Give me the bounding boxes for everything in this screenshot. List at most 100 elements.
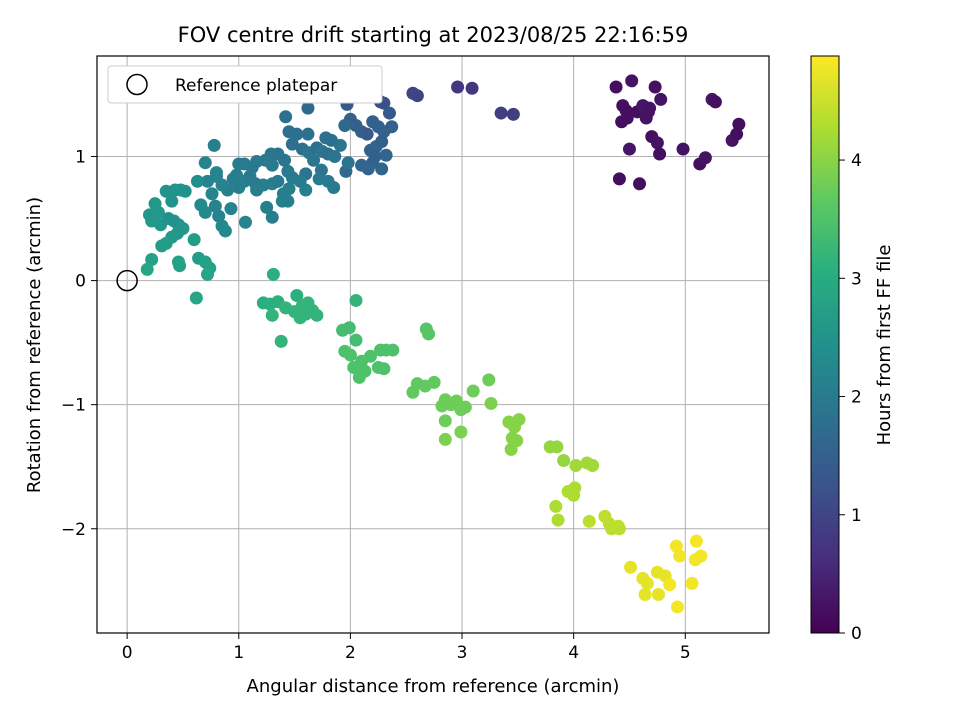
data-point xyxy=(550,440,564,454)
data-point xyxy=(379,148,393,162)
legend: Reference platepar xyxy=(107,65,383,104)
data-point xyxy=(648,80,662,94)
data-point xyxy=(377,362,391,376)
data-point xyxy=(238,215,252,229)
grid-lines xyxy=(97,56,769,633)
x-axis-label: Angular distance from reference (arcmin) xyxy=(247,676,620,697)
data-points xyxy=(140,74,746,614)
plot-frame xyxy=(96,55,770,634)
legend-marker-icon xyxy=(126,73,148,96)
data-point xyxy=(187,233,201,247)
data-point xyxy=(224,202,238,216)
data-point xyxy=(282,125,296,139)
data-point xyxy=(582,514,596,528)
data-point xyxy=(504,442,518,456)
data-point xyxy=(382,106,396,120)
data-point xyxy=(611,519,625,533)
data-point xyxy=(327,181,341,195)
y-axis-ticks: −2 −1 0 1 xyxy=(61,148,97,540)
data-point xyxy=(685,576,699,590)
data-point xyxy=(619,104,633,118)
chart-title: FOV centre drift starting at 2023/08/25 … xyxy=(178,23,689,47)
data-point xyxy=(155,239,169,253)
data-point xyxy=(198,205,212,219)
legend-box xyxy=(107,65,383,104)
data-point xyxy=(624,560,638,574)
data-point xyxy=(676,142,690,156)
data-point xyxy=(549,499,563,513)
data-point xyxy=(375,135,389,149)
reference-platepar-marker xyxy=(116,269,138,292)
data-point xyxy=(349,293,363,307)
data-point xyxy=(274,334,288,348)
data-point xyxy=(484,396,498,410)
data-point xyxy=(341,156,355,170)
data-point xyxy=(178,184,192,198)
data-point xyxy=(281,194,295,208)
data-point xyxy=(212,209,226,223)
data-point xyxy=(451,80,465,94)
y-axis-label: Rotation from reference (arcmin) xyxy=(24,197,45,493)
colorbar-tick-label: 2 xyxy=(851,388,862,408)
colorbar-tick-label: 1 xyxy=(851,506,862,526)
data-point xyxy=(640,576,654,590)
data-point xyxy=(612,172,626,186)
x-tick-label: 2 xyxy=(345,643,356,663)
y-tick-label: −1 xyxy=(61,396,86,416)
data-point xyxy=(482,373,496,387)
data-point xyxy=(145,253,159,267)
data-point xyxy=(281,164,295,178)
data-point xyxy=(363,349,377,363)
data-point xyxy=(209,169,223,183)
data-point xyxy=(271,174,285,188)
data-point xyxy=(190,174,204,188)
data-point xyxy=(310,308,324,322)
data-point xyxy=(333,138,347,152)
colorbar-tick-label: 0 xyxy=(851,624,862,644)
data-point xyxy=(512,413,526,427)
data-point xyxy=(159,184,173,198)
data-point xyxy=(299,183,313,197)
data-point xyxy=(568,481,582,495)
data-point xyxy=(633,177,647,191)
data-point xyxy=(312,172,326,186)
data-point xyxy=(609,80,623,94)
data-point xyxy=(205,187,219,201)
data-point xyxy=(732,117,746,131)
y-tick-label: 1 xyxy=(75,148,86,168)
data-point xyxy=(265,210,279,224)
data-point xyxy=(438,414,452,428)
data-point xyxy=(694,549,708,563)
data-point xyxy=(422,327,436,341)
data-point xyxy=(730,127,744,141)
data-point xyxy=(290,288,304,302)
x-axis-ticks: 0 1 2 3 4 5 xyxy=(122,633,691,663)
data-point xyxy=(279,110,293,124)
data-point xyxy=(232,157,246,171)
data-point xyxy=(386,343,400,357)
data-point xyxy=(557,454,571,468)
x-tick-label: 0 xyxy=(122,643,133,663)
data-point xyxy=(328,150,342,164)
data-point xyxy=(689,534,703,548)
data-point xyxy=(708,95,722,109)
data-point xyxy=(654,92,668,106)
x-tick-label: 1 xyxy=(233,643,244,663)
data-point xyxy=(338,118,352,132)
colorbar-ticks: 0 1 2 3 4 xyxy=(839,151,862,644)
data-point xyxy=(349,333,363,347)
data-point xyxy=(673,549,687,563)
data-point xyxy=(622,142,636,156)
data-point xyxy=(368,150,382,164)
data-point xyxy=(551,513,565,527)
data-point xyxy=(285,137,299,151)
y-tick-label: −2 xyxy=(61,520,86,540)
y-tick-label: 0 xyxy=(75,272,86,292)
colorbar-tick-label: 4 xyxy=(851,151,862,171)
data-point xyxy=(342,321,356,335)
data-point xyxy=(165,194,179,208)
data-point xyxy=(218,224,232,238)
data-point xyxy=(385,120,399,134)
data-point xyxy=(140,262,154,276)
